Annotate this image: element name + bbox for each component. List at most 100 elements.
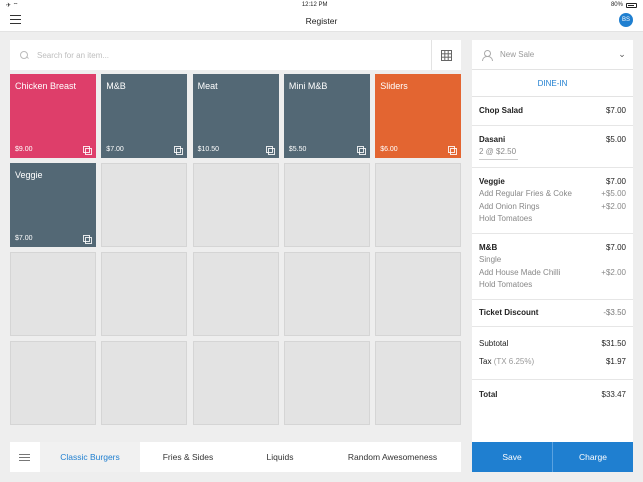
line-item-quantity: 2 @ $2.50	[479, 146, 519, 160]
item-tile-name: Veggie	[15, 170, 43, 180]
ticket-line-item[interactable]: M&B $7.00 Single Add House Made Chilli +$2.0…	[472, 234, 633, 300]
top-nav: Register BS	[0, 10, 643, 32]
page-title: Register	[305, 15, 338, 26]
ticket-discount[interactable]: Ticket Discount -$3.50	[472, 300, 633, 327]
copy-icon	[83, 146, 92, 155]
item-tile[interactable]: Sliders $6.00	[375, 74, 462, 158]
tax-value: $1.97	[605, 356, 626, 366]
line-item-modifier: Add Regular Fries & Coke	[479, 189, 572, 198]
item-tile[interactable]: M&B $7.00	[101, 74, 188, 158]
empty-tile-slot[interactable]	[101, 252, 188, 336]
status-time: 12:12 PM	[301, 2, 328, 8]
action-bar: Save Charge	[472, 442, 633, 472]
empty-tile-slot[interactable]	[375, 252, 462, 336]
line-item-modifier: Hold Tomatoes	[479, 280, 533, 289]
line-item-modifier-price: +$2.00	[601, 267, 626, 277]
status-right: 80%	[611, 2, 637, 8]
item-tile-name: Chicken Breast	[15, 81, 77, 91]
item-tile[interactable]: Meat $10.50	[192, 74, 279, 158]
grid-view-toggle[interactable]	[431, 40, 461, 70]
item-tile-name: Sliders	[380, 81, 408, 91]
total-value: $33.47	[601, 389, 626, 399]
search-bar	[10, 40, 461, 70]
line-item-name: Veggie	[479, 176, 505, 186]
user-avatar[interactable]: BS	[619, 13, 633, 27]
item-tile[interactable]: Mini M&B $5.50	[283, 74, 370, 158]
line-item-name: Dasani	[479, 134, 506, 144]
item-tile-price: $7.00	[15, 235, 33, 242]
ticket-line-item[interactable]: Chop Salad $7.00	[472, 97, 633, 126]
subtotal-value: $31.50	[601, 338, 626, 348]
copy-icon	[83, 235, 92, 244]
total-label: Total	[479, 389, 498, 399]
ticket-line-item[interactable]: Veggie $7.00 Add Regular Fries & Coke +$5.0…	[472, 168, 633, 234]
tab-liquids[interactable]: Liquids	[266, 452, 294, 462]
grid-icon	[441, 49, 452, 61]
item-tile-name: Meat	[197, 81, 218, 91]
line-item-modifier: Add Onion Rings	[479, 201, 540, 211]
empty-tile-slot[interactable]	[283, 252, 370, 336]
copy-icon	[174, 146, 184, 155]
empty-tile-slot[interactable]	[10, 341, 96, 425]
search-icon	[20, 50, 29, 60]
line-item-price: $5.00	[605, 134, 626, 144]
line-item-price: $7.00	[605, 106, 626, 115]
sale-selector[interactable]: New Sale ⌄	[472, 40, 633, 70]
battery-icon	[625, 2, 637, 8]
dine-in-button[interactable]: DINE-IN	[472, 70, 633, 97]
line-items: Chop Salad $7.00 Dasani $5.00 2 @ $2.50 Veggi…	[472, 97, 633, 300]
hamburger-menu-icon[interactable]	[10, 15, 21, 24]
item-tile-name: Mini M&B	[288, 81, 328, 91]
line-item-name: Chop Salad	[479, 106, 524, 115]
tab-classic-burgers[interactable]: Classic Burgers	[40, 442, 140, 472]
empty-tile-slot[interactable]	[101, 163, 188, 247]
copy-icon	[448, 146, 458, 155]
line-item-modifier-price: +$2.00	[601, 201, 626, 211]
line-item-modifier-price: +$5.00	[601, 189, 626, 198]
tax-detail: (TX 6.25%)	[493, 356, 535, 366]
tab-fries-sides[interactable]: Fries & Sides	[162, 452, 214, 462]
discount-value: -$3.50	[603, 307, 626, 317]
empty-tile-slot[interactable]	[375, 341, 462, 425]
item-tile-price: $7.00	[106, 146, 124, 153]
item-tile-price: $9.00	[15, 146, 33, 153]
line-item-modifier: Add House Made Chilli	[479, 267, 561, 277]
empty-tile-slot[interactable]	[283, 341, 370, 425]
line-item-name: M&B	[479, 242, 498, 252]
tax-row-label: Tax (TX 6.25%)	[479, 353, 534, 371]
empty-tile-slot[interactable]	[283, 163, 370, 247]
tax-label: Tax	[479, 356, 492, 366]
line-item-modifier: Hold Tomatoes	[479, 214, 533, 223]
subtotal-label: Subtotal	[479, 338, 509, 348]
empty-tile-slot[interactable]	[10, 252, 96, 336]
item-tile[interactable]: Chicken Breast $9.00	[10, 74, 96, 158]
charge-button[interactable]: Charge	[552, 442, 633, 472]
item-tile-name: M&B	[106, 81, 126, 91]
item-tile[interactable]: Veggie $7.00	[10, 163, 96, 247]
save-button[interactable]: Save	[472, 442, 552, 472]
empty-tile-slot[interactable]	[192, 341, 279, 425]
chevron-down-icon: ⌄	[618, 49, 626, 59]
empty-tile-slot[interactable]	[192, 252, 279, 336]
empty-tile-slot[interactable]	[375, 163, 462, 247]
status-bar: ✈ ⌔ 12:12 PM 80%	[0, 0, 643, 10]
sale-label: New Sale	[500, 50, 535, 59]
item-tile-price: $5.50	[288, 146, 307, 153]
customer-icon	[482, 49, 493, 61]
category-list-icon[interactable]	[10, 442, 40, 472]
tab-random-awesomeness[interactable]: Random Awesomeness	[347, 452, 438, 462]
line-item-price: $7.00	[605, 242, 626, 252]
empty-tile-slot[interactable]	[192, 163, 279, 247]
search-input[interactable]	[37, 50, 431, 60]
item-tile-price: $6.00	[380, 146, 398, 153]
ticket-line-item[interactable]: Dasani $5.00 2 @ $2.50	[472, 126, 633, 168]
ticket-total: Total $33.47	[472, 380, 633, 410]
line-item-price: $7.00	[605, 176, 626, 186]
copy-icon	[356, 146, 366, 155]
ticket-summary: Subtotal $31.50 Tax (TX 6.25%) $1.97	[472, 327, 633, 380]
item-tile-price: $10.50	[197, 146, 220, 153]
empty-tile-slot[interactable]	[101, 341, 188, 425]
copy-icon	[265, 146, 275, 155]
battery-percent: 80%	[610, 2, 623, 8]
line-item-modifier: Single	[479, 255, 502, 264]
